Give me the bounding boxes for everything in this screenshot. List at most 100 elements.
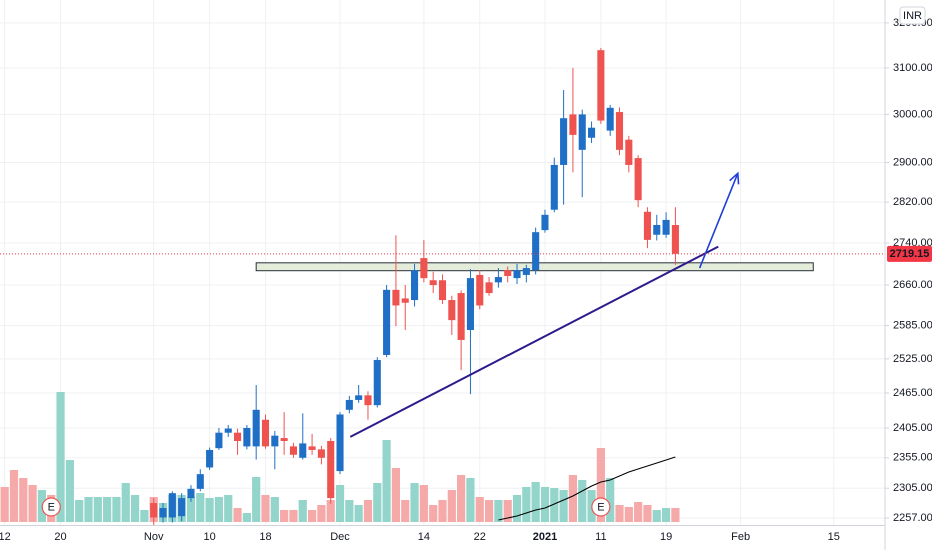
arrow-head [729,171,740,185]
candle-body [420,258,428,279]
volume-bar [606,478,615,522]
candle-body [494,277,502,283]
volume-bar [233,508,242,522]
volume-bar [634,502,643,522]
candle-body [364,395,372,406]
candle-body [383,289,391,355]
volume-bar [363,500,373,522]
candle-body [299,443,307,458]
y-tick-label: 2355.00 [893,452,932,464]
volume-bar [382,440,391,522]
volume-bar [121,483,130,522]
event-marker[interactable] [41,497,61,517]
y-tick-label: 2585.00 [893,320,932,332]
volume-bar [401,500,410,522]
trend-line [349,245,719,438]
candle-body [606,107,614,131]
volume-bar [317,505,326,522]
volume-bar [0,487,9,522]
volume-bar [130,495,140,522]
candle-body [261,419,270,447]
volume-bar [522,487,531,522]
volume-bar [429,505,438,522]
volume-bar [345,500,354,522]
volume-bar [196,493,205,522]
candle-body [392,289,400,306]
candle-body [224,428,232,433]
volume-bar [484,500,494,522]
candle-body [625,139,633,165]
candle-body [327,441,335,499]
arrow-line [698,173,739,269]
y-tick-label: 2465.00 [893,387,932,399]
volume-bar [671,508,680,522]
volume-bar [447,490,456,522]
y-tick-label: 3100.00 [893,62,932,74]
candle-body [355,395,363,400]
volume-bar [373,483,382,522]
candle-body [597,50,605,121]
candle-body [411,270,419,301]
x-tick-label: Nov [144,531,164,543]
volume-bar [242,513,251,522]
x-tick-label: 15 [828,531,840,543]
volume-bar [466,478,475,522]
volume-bar [354,505,363,522]
y-tick-label: 3000.00 [893,108,932,120]
candle-body [243,427,251,447]
volume-bar [503,500,512,522]
currency-badge[interactable] [899,6,926,25]
x-tick-label: Feb [731,531,750,543]
volume-bar [19,478,28,522]
candle-body [159,508,167,518]
candle-body [634,158,642,201]
candle-body [150,503,158,518]
candle-body [522,268,530,275]
volume-bar [419,485,428,522]
candle-body [476,274,484,306]
volume-bar [205,498,214,522]
x-tick-label: Dec [330,531,350,543]
candle-body [532,232,540,271]
event-marker[interactable] [591,497,611,517]
volume-bar [140,510,149,522]
volume-bar [93,497,102,522]
volume-bar [559,490,568,522]
candle-body [615,112,624,150]
candle-body [671,224,679,254]
axes: 3200.003100.003000.002900.002820.002740.… [0,6,932,543]
y-tick-label: 2820.00 [893,196,932,208]
candle-body [308,446,316,450]
candle-body [271,435,279,447]
y-tick-label: 2525.00 [893,353,932,365]
x-tick-label: 10 [203,531,215,543]
volume-bar [28,485,37,522]
event-label: E [597,501,604,513]
candle-body [280,438,288,442]
candle-body [168,493,176,518]
y-tick-label: 2900.00 [893,156,932,168]
volume-bar [391,468,401,522]
x-tick-label: 19 [660,531,672,543]
y-tick-label: 2405.00 [893,422,932,434]
volume-bar [512,495,522,522]
candle-body [187,488,195,499]
x-tick-label: 11 [595,531,606,543]
x-tick-label: 14 [418,531,430,543]
candle-body [373,360,381,406]
x-tick-label: 2021 [533,531,557,543]
candle-body [345,399,353,410]
candle-body [578,114,586,150]
candle-body [234,432,242,442]
candle-body [588,127,596,138]
volume-bar [252,477,261,522]
volume-bar [75,500,84,522]
volume-bar [9,470,19,522]
volume-bar [550,488,559,522]
candle-body [448,300,456,321]
volume-bar [410,483,419,522]
